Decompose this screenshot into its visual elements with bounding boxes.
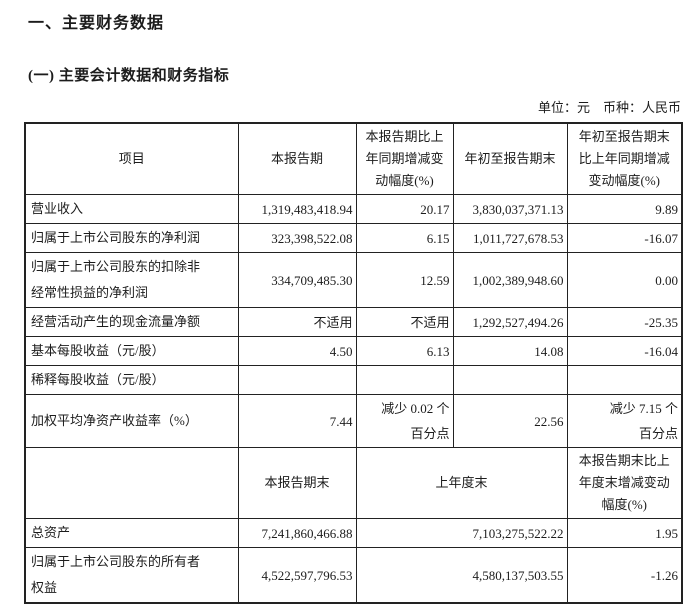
table-row-diluted-eps: 稀释每股收益（元/股） [24,365,683,395]
ytd-change-value: -16.04 [566,336,683,366]
row-label: 基本每股收益（元/股） [24,336,239,366]
ytd-change-value: 9.89 [566,194,683,224]
row-label: 营业收入 [24,194,239,224]
col-header-item: 项目 [24,122,239,195]
col-header-period-end: 本报告期末 [237,447,357,519]
row-label: 稀释每股收益（元/股） [24,365,239,395]
report-page: 一、主要财务数据 (一) 主要会计数据和财务指标 单位：元 币种：人民币 项目 … [0,9,689,604]
table-row-total-assets: 总资产 7,241,860,466.88 7,103,275,522.22 1.… [24,518,683,548]
table-row-weighted-avg-roe: 加权平均净资产收益率（%） 7.44 减少 0.02 个 百分点 22.56 减… [24,394,683,448]
period-change-value [355,365,454,395]
period-change-value: 减少 0.02 个 百分点 [355,394,454,448]
period-change-value: 12.59 [355,252,454,308]
period-change-value: 20.17 [355,194,454,224]
table-row-net-profit-excl-nonrecurring: 归属于上市公司股东的扣除非 经常性损益的净利润 334,709,485.30 1… [24,252,683,308]
section-title: 一、主要财务数据 [28,15,165,32]
current-period-value: 不适用 [237,307,357,337]
col-header-item-blank [24,447,239,519]
table-row-basic-eps: 基本每股收益（元/股） 4.50 6.13 14.08 -16.04 [24,336,683,366]
unit-currency-note: 单位：元 币种：人民币 [537,100,681,115]
ytd-change-value: -16.07 [566,223,683,253]
current-period-value: 7.44 [237,394,357,448]
row-label: 加权平均净资产收益率（%） [24,394,239,448]
ytd-value [452,365,568,395]
period-end-value: 7,241,860,466.88 [237,518,357,548]
table-row-net-profit: 归属于上市公司股东的净利润 323,398,522.08 6.15 1,011,… [24,223,683,253]
row-label: 归属于上市公司股东的扣除非 经常性损益的净利润 [24,252,239,308]
row-label: 总资产 [24,518,239,548]
main-table-header-row: 项目 本报告期 本报告期比上 年同期增减变 动幅度(%) 年初至报告期末 年初至… [24,122,683,195]
current-period-value: 1,319,483,418.94 [237,194,357,224]
col-header-period-end-change: 本报告期末比上 年度末增减变动 幅度(%) [566,447,683,519]
ytd-value: 1,011,727,678.53 [452,223,568,253]
ytd-change-value: 减少 7.15 个 百分点 [566,394,683,448]
subsection-title: (一) 主要会计数据和财务指标 [28,68,230,84]
table-row-operating-cash-flow: 经营活动产生的现金流量净额 不适用 不适用 1,292,527,494.26 -… [24,307,683,337]
col-header-prior-year-end: 上年度末 [355,447,568,519]
ytd-value: 14.08 [452,336,568,366]
col-header-current-period: 本报告期 [237,122,357,195]
current-period-value: 334,709,485.30 [237,252,357,308]
table-row-operating-revenue: 营业收入 1,319,483,418.94 20.17 3,830,037,37… [24,194,683,224]
ytd-value: 1,002,389,948.60 [452,252,568,308]
table-row-shareholders-equity: 归属于上市公司股东的所有者 权益 4,522,597,796.53 4,580,… [24,547,683,604]
ytd-value: 3,830,037,371.13 [452,194,568,224]
period-change-value: 6.15 [355,223,454,253]
ytd-value: 1,292,527,494.26 [452,307,568,337]
financial-summary-table: 项目 本报告期 本报告期比上 年同期增减变 动幅度(%) 年初至报告期末 年初至… [24,122,683,604]
period-end-change-value: 1.95 [566,518,683,548]
ytd-change-value: 0.00 [566,252,683,308]
period-change-value: 6.13 [355,336,454,366]
current-period-value: 323,398,522.08 [237,223,357,253]
balance-table-header-row: 本报告期末 上年度末 本报告期末比上 年度末增减变动 幅度(%) [24,447,683,519]
row-label: 归属于上市公司股东的净利润 [24,223,239,253]
ytd-value: 22.56 [452,394,568,448]
row-label: 经营活动产生的现金流量净额 [24,307,239,337]
period-change-value: 不适用 [355,307,454,337]
current-period-value: 4.50 [237,336,357,366]
col-header-ytd-change: 年初至报告期末 比上年同期增减 变动幅度(%) [566,122,683,195]
ytd-change-value [566,365,683,395]
prior-year-end-value: 4,580,137,503.55 [355,547,568,604]
col-header-ytd: 年初至报告期末 [452,122,568,195]
row-label: 归属于上市公司股东的所有者 权益 [24,547,239,604]
period-end-change-value: -1.26 [566,547,683,604]
prior-year-end-value: 7,103,275,522.22 [355,518,568,548]
col-header-current-period-change: 本报告期比上 年同期增减变 动幅度(%) [355,122,454,195]
current-period-value [237,365,357,395]
ytd-change-value: -25.35 [566,307,683,337]
period-end-value: 4,522,597,796.53 [237,547,357,604]
